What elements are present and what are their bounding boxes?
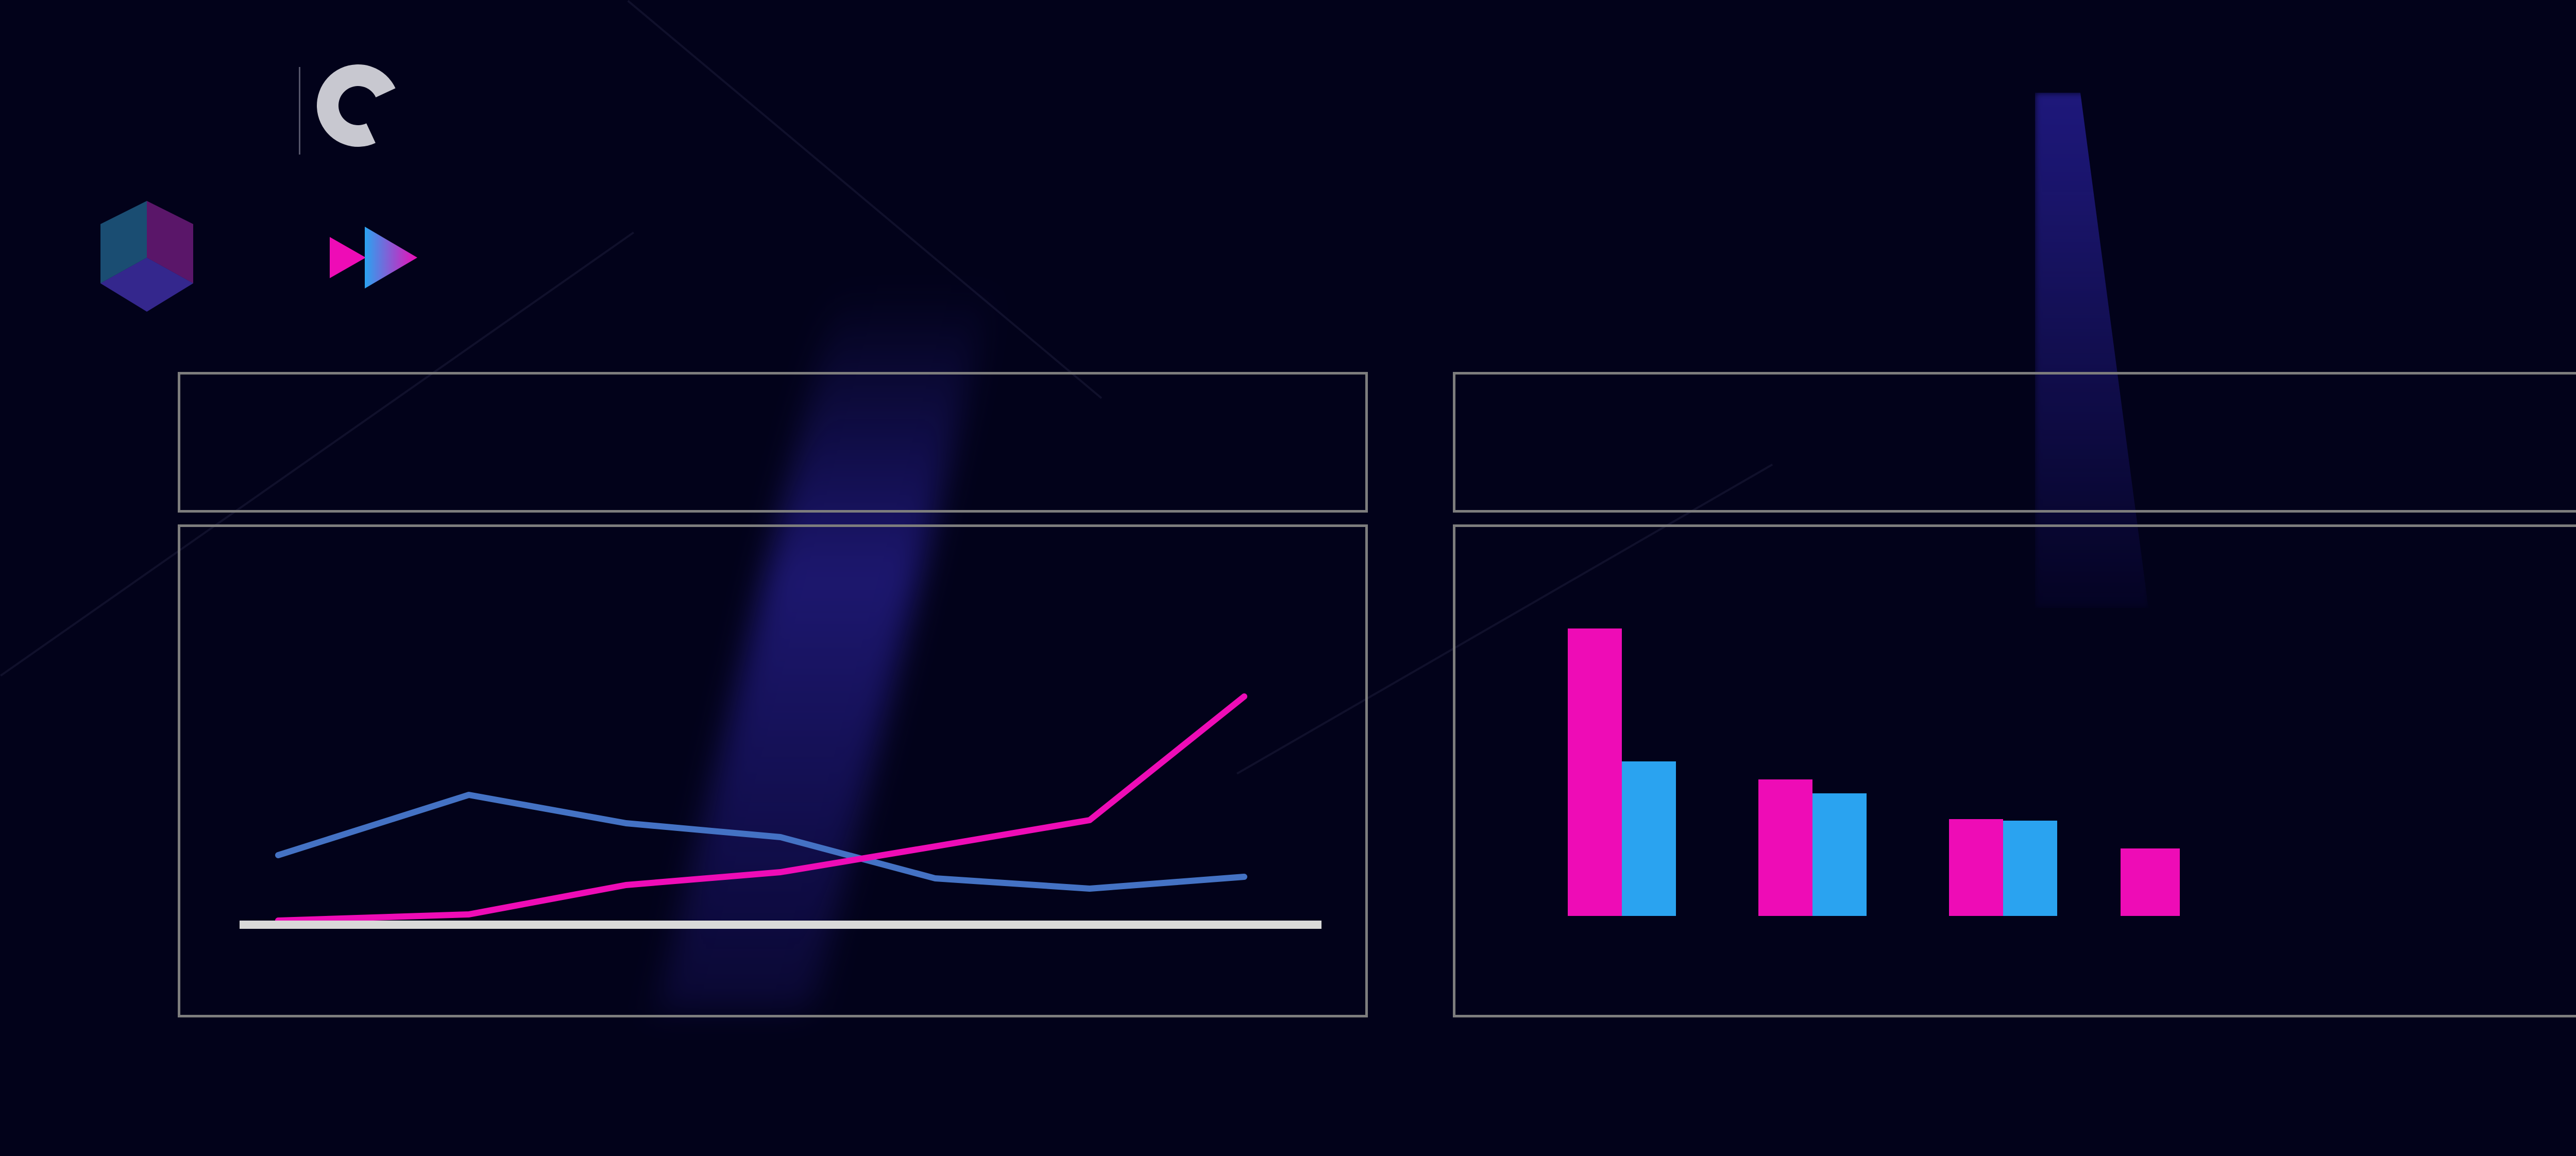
fuel-price-bar xyxy=(1622,761,1676,916)
right-headline xyxy=(1455,375,2576,510)
age-chart-box xyxy=(178,524,1368,1017)
fuel-price-bar xyxy=(2003,821,2057,916)
new-energy-price-bar xyxy=(1568,628,1622,916)
price-chart-box xyxy=(1453,524,2576,1017)
new-energy-price-bar xyxy=(1949,819,2003,916)
new-energy-age-line xyxy=(275,693,1247,924)
fuel-price-bar xyxy=(1812,793,1867,916)
cube-icon xyxy=(100,201,193,312)
fuel-age-line xyxy=(275,792,1247,892)
new-energy-price-bar xyxy=(1758,779,1812,916)
left-headline-box xyxy=(178,372,1368,513)
new-energy-price-bar xyxy=(2121,848,2180,916)
age-chart-x-axis xyxy=(240,921,1321,929)
play-arrows-icon xyxy=(330,227,417,288)
logo-divider xyxy=(299,67,300,155)
right-headline-box xyxy=(1453,372,2576,513)
